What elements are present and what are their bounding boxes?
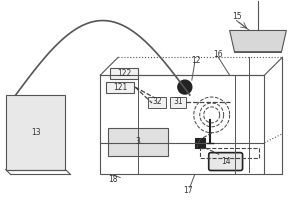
Polygon shape [230, 30, 286, 52]
Text: 14: 14 [221, 157, 230, 166]
Text: 18: 18 [108, 175, 118, 184]
Text: 3: 3 [136, 137, 140, 146]
Bar [200, 148, 260, 158]
Circle shape [178, 80, 192, 94]
Bar [110, 68, 138, 79]
Bar [108, 128, 168, 156]
Text: 12: 12 [191, 56, 200, 65]
Text: 31: 31 [173, 97, 183, 106]
Text: 16: 16 [213, 50, 223, 59]
Text: 15: 15 [232, 12, 242, 21]
Bar [170, 97, 186, 108]
Text: 17: 17 [183, 186, 193, 195]
Text: 13: 13 [31, 128, 40, 137]
Text: 121: 121 [113, 83, 127, 92]
Bar [100, 75, 265, 174]
Bar [106, 82, 134, 93]
Bar [6, 95, 65, 170]
Text: 32: 32 [152, 97, 162, 106]
FancyBboxPatch shape [209, 153, 243, 171]
Bar [195, 138, 205, 148]
Text: 122: 122 [117, 69, 131, 78]
Bar [148, 97, 166, 108]
